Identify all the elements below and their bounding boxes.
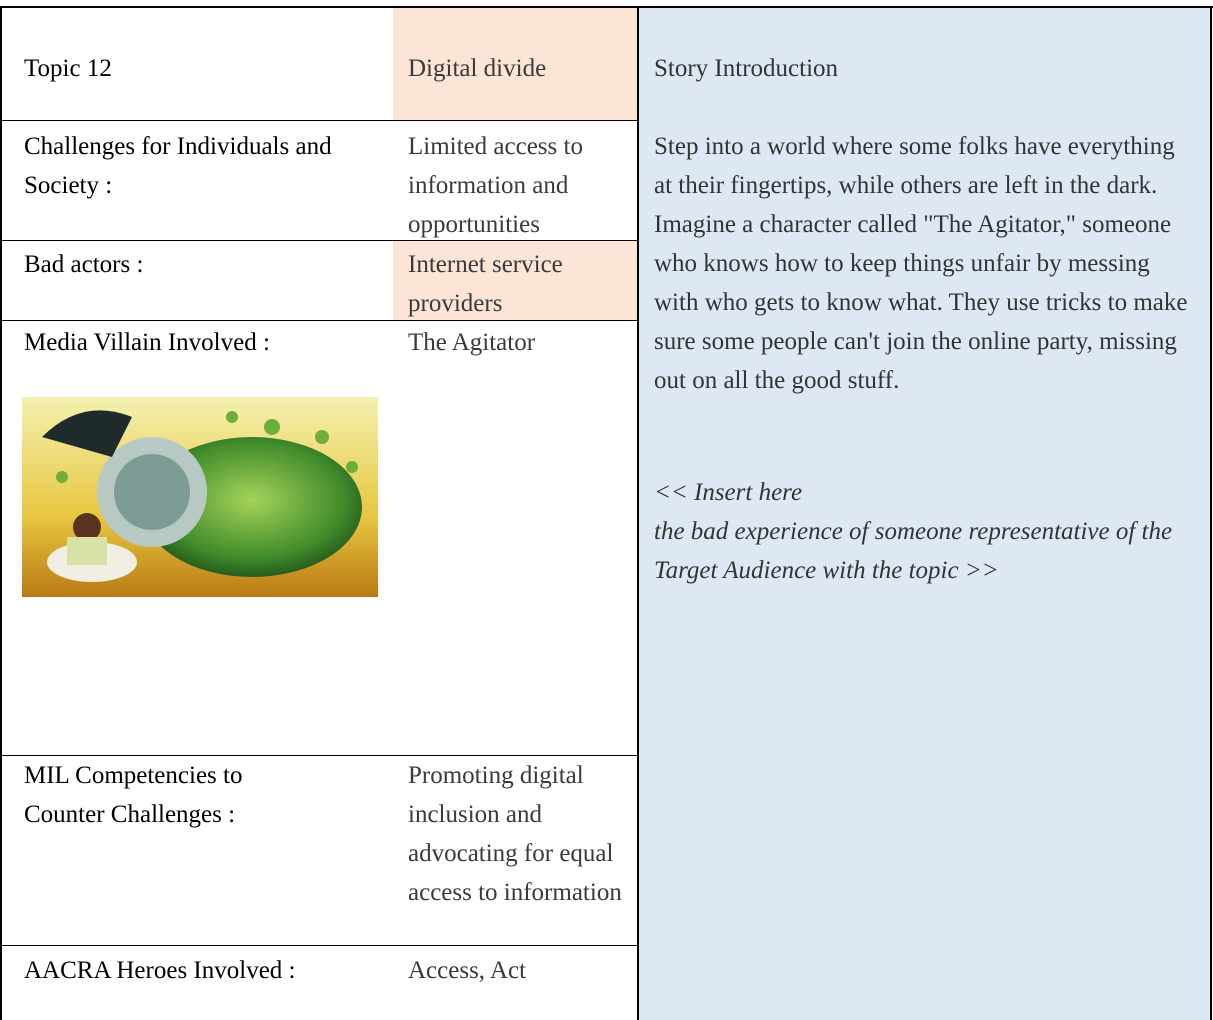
- border: [637, 6, 639, 1020]
- story-title: Story Introduction: [654, 55, 839, 82]
- row-label: AACRA Heroes Involved :: [24, 957, 296, 984]
- row-value: Access, Act: [408, 957, 527, 984]
- row-label: Media Villain Involved :: [24, 329, 270, 356]
- border: [0, 120, 638, 121]
- border: [1210, 6, 1212, 1020]
- border: [0, 945, 638, 946]
- row-label: Bad actors :: [24, 251, 144, 278]
- border: [0, 320, 638, 321]
- story-paragraph: Step into a world where some folks have …: [654, 133, 1188, 394]
- row-value: Limited access to information and opport…: [408, 133, 583, 238]
- row-label: Topic 12: [24, 55, 112, 82]
- row-value: Digital divide: [408, 55, 547, 82]
- border: [0, 6, 2, 1020]
- story-panel: [638, 7, 1211, 1020]
- highlight-cell: [393, 240, 638, 320]
- story-note: the bad experience of someone representa…: [654, 518, 1173, 584]
- row-label: Challenges for Individuals and Society :: [24, 133, 332, 199]
- row-label: MIL Competencies to Counter Challenges :: [24, 762, 243, 828]
- story-note: << Insert here: [654, 479, 803, 506]
- row-value: Internet service providers: [408, 251, 563, 317]
- row-value: Promoting digital inclusion and advocati…: [408, 762, 622, 906]
- highlight-cell: [393, 7, 638, 120]
- border: [0, 755, 638, 756]
- border: [0, 6, 1213, 8]
- row-value: The Agitator: [408, 329, 536, 356]
- border: [0, 240, 638, 241]
- villain-illustration: [22, 397, 378, 597]
